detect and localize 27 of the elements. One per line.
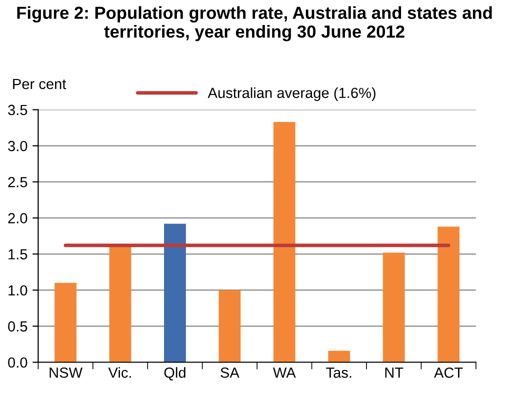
- y-tick-label: 0.5: [8, 321, 28, 332]
- bar: [438, 226, 460, 362]
- x-tick-label: NSW: [50, 367, 82, 378]
- bar: [328, 350, 350, 362]
- x-tick-label: WA: [272, 368, 296, 378]
- bar: [382, 252, 405, 362]
- x-tick-label: SA: [220, 367, 240, 378]
- bar: [54, 282, 76, 362]
- bar: [109, 245, 132, 362]
- x-tick-label: Qld: [164, 367, 186, 380]
- y-tick-label: 1.0: [8, 285, 28, 296]
- x-tick-label: Tas.: [326, 368, 352, 378]
- y-tick-label: 0.0: [8, 357, 28, 368]
- y-tick-label: 2.0: [8, 213, 28, 224]
- legend-label: Australian average (1.6%): [208, 87, 376, 101]
- x-tick-label: NT: [385, 368, 404, 378]
- bar: [218, 290, 241, 362]
- bar: [164, 224, 186, 362]
- x-tick-label: ACT: [434, 367, 463, 378]
- y-tick-label: 3.5: [8, 104, 28, 116]
- y-tick-label: 3.0: [8, 140, 28, 152]
- x-tick-label: Vic.: [108, 367, 131, 378]
- y-axis-title: Per cent: [13, 78, 66, 90]
- bar: [273, 122, 296, 362]
- y-tick-label: 2.5: [8, 176, 28, 188]
- y-tick-label: 1.5: [8, 249, 28, 260]
- chart-title: Figure 2: Population growth rate, Australia and states and territories, year ending 30 June 2012: [17, 6, 492, 42]
